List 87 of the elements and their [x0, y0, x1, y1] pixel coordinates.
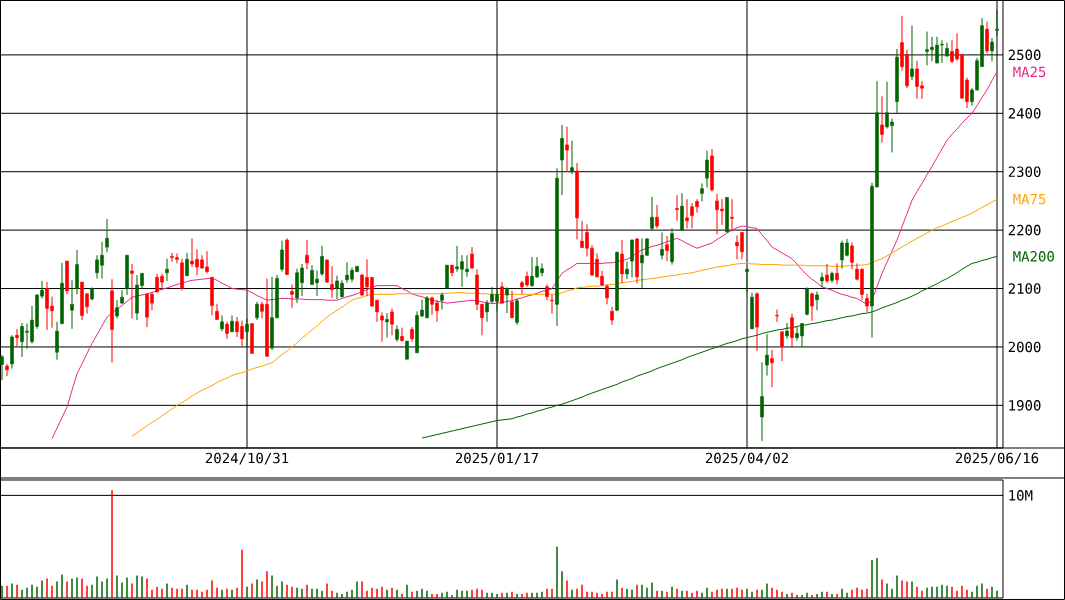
candlestick: [305, 239, 309, 270]
candlestick: [835, 262, 839, 285]
candlestick: [0, 354, 4, 381]
candlestick: [55, 321, 59, 361]
y-tick-label: 2100: [1008, 283, 1041, 294]
candlestick: [815, 290, 819, 311]
candlestick: [385, 312, 389, 339]
candlestick: [320, 245, 324, 277]
y-tick-label: 2500: [1008, 49, 1041, 61]
candlestick: [165, 258, 169, 282]
candlestick: [400, 327, 404, 343]
candlestick: [220, 314, 224, 332]
y-tick-label: 10M: [1009, 490, 1033, 501]
candlestick: [700, 182, 704, 203]
x-tick-label: 2025/01/17: [455, 452, 539, 465]
candlestick: [660, 231, 664, 260]
candlestick: [130, 263, 134, 319]
candlestick: [785, 322, 789, 340]
candlestick: [675, 194, 679, 222]
y-tick-label: 2200: [1008, 224, 1041, 236]
candlestick: [985, 21, 989, 54]
candlestick: [790, 313, 794, 348]
candlestick: [255, 301, 259, 321]
y-tick-label: 1900: [1009, 400, 1041, 411]
candlestick: [625, 261, 629, 280]
candlestick: [115, 299, 119, 319]
candlestick: [850, 241, 854, 270]
candlestick: [610, 306, 614, 326]
candlestick: [825, 263, 829, 284]
candlestick: [775, 309, 779, 323]
candlestick: [280, 240, 284, 273]
y-tick-label: 2000: [1008, 341, 1041, 353]
candlestick: [820, 272, 824, 288]
candlestick: [810, 292, 814, 322]
y-tick-label: 2400: [1008, 108, 1041, 119]
candlestick: [665, 235, 669, 262]
candlestick: [630, 238, 634, 278]
candlestick: [390, 307, 394, 336]
candlestick: [560, 124, 564, 196]
candlestick: [445, 264, 449, 290]
candlestick: [765, 333, 769, 377]
candlestick: [650, 196, 654, 231]
candlestick: [510, 290, 514, 319]
candlestick: [515, 297, 519, 326]
candlestick: [380, 311, 384, 343]
candlestick: [990, 37, 994, 62]
candlestick: [15, 328, 19, 347]
x-tick-label: 2024/10/31: [205, 452, 289, 465]
candlestick: [570, 140, 574, 175]
candlestick: [325, 259, 329, 284]
candlestick: [680, 192, 684, 232]
candlestick: [685, 198, 689, 229]
candlestick: [120, 289, 124, 305]
candlestick: [75, 249, 79, 295]
candlestick: [745, 268, 749, 294]
y-tick-label: 2300: [1008, 166, 1041, 177]
candlestick: [730, 198, 734, 232]
candlestick: [780, 331, 784, 362]
series-label: MA200: [1013, 251, 1054, 262]
candlestick: [505, 286, 509, 314]
candlestick: [620, 239, 624, 284]
candlestick: [910, 25, 914, 81]
candlestick: [440, 292, 444, 311]
candlestick: [705, 150, 709, 188]
candlestick: [470, 246, 474, 270]
x-tick-label: 2025/06/16: [955, 452, 1039, 465]
candlestick: [70, 279, 74, 330]
candlestick: [605, 283, 609, 305]
candlestick: [245, 317, 249, 347]
candlestick: [405, 340, 409, 360]
candlestick: [485, 299, 489, 323]
candlestick: [880, 95, 884, 144]
candlestick: [330, 265, 334, 299]
candlestick: [500, 281, 504, 305]
candlestick: [865, 293, 869, 313]
candlestick: [5, 363, 9, 377]
series-label: MA25: [1013, 66, 1046, 78]
candlestick: [550, 294, 554, 315]
series-label: MA75: [1013, 193, 1046, 205]
candlestick: [770, 349, 774, 388]
candlestick: [655, 204, 659, 229]
candlestick: [565, 126, 569, 173]
candlestick: [760, 361, 764, 442]
candlestick: [995, 9, 999, 38]
candlestick: [105, 218, 109, 253]
x-tick-label: 2025/04/02: [705, 452, 788, 465]
candlestick: [290, 283, 294, 309]
